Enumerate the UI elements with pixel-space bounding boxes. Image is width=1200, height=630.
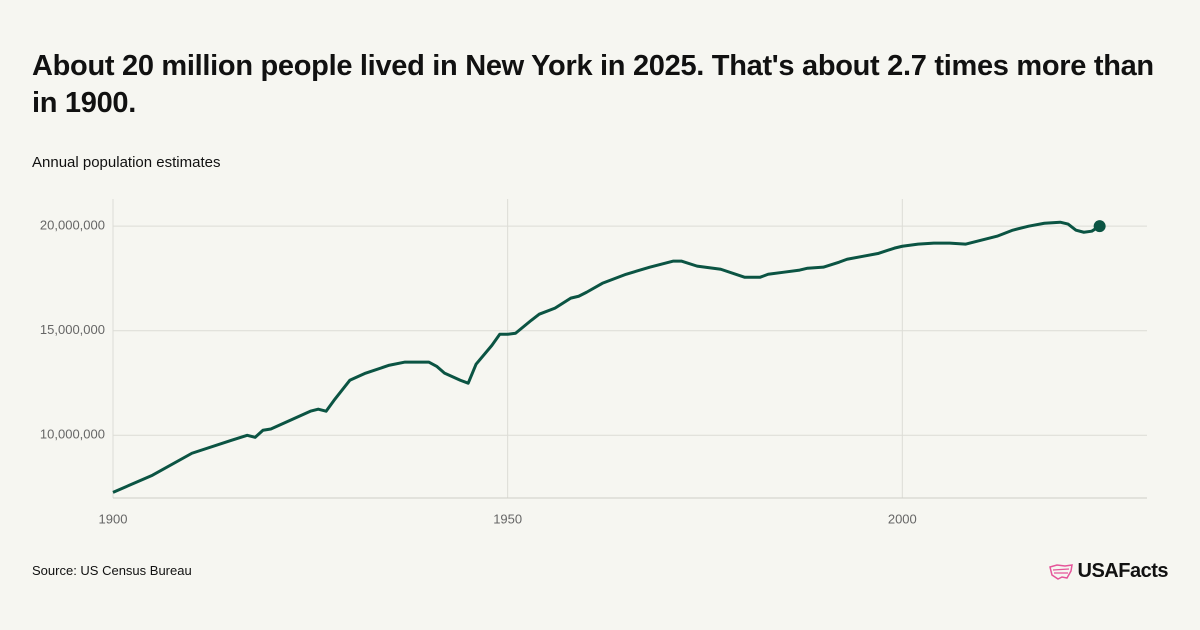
y-tick-label: 15,000,000 bbox=[40, 322, 105, 337]
y-tick-label: 10,000,000 bbox=[40, 427, 105, 442]
end-point bbox=[1093, 220, 1106, 233]
y-tick-label: 20,000,000 bbox=[40, 218, 105, 233]
data-line bbox=[112, 220, 1101, 494]
x-tick-label: 1950 bbox=[493, 511, 522, 526]
logo-text: USAFacts bbox=[1077, 560, 1169, 582]
x-tick-label: 1900 bbox=[99, 511, 128, 526]
chart-subtitle: Annual population estimates bbox=[32, 154, 221, 171]
chart-title: About 20 million people lived in New Yor… bbox=[32, 50, 1154, 119]
source-note: Source: US Census Bureau bbox=[32, 563, 192, 578]
logo-icon bbox=[1048, 563, 1073, 580]
x-tick-label: 2000 bbox=[888, 511, 917, 526]
logo: USAFacts bbox=[1048, 560, 1169, 583]
